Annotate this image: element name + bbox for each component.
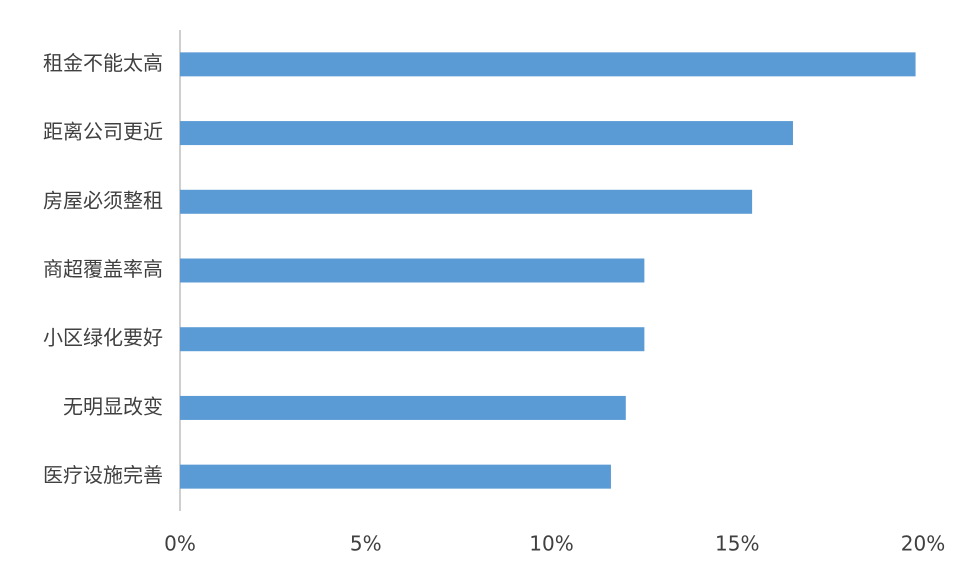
x-tick-label: 0% (164, 532, 196, 556)
y-tick-label: 商超覆盖率高 (43, 257, 163, 281)
x-tick-label: 15% (715, 532, 759, 556)
x-tick-label: 10% (529, 532, 573, 556)
bar (180, 121, 793, 146)
y-tick-label: 租金不能太高 (43, 51, 163, 75)
y-tick-label: 小区绿化要好 (43, 326, 163, 350)
y-tick-label: 无明显改变 (63, 394, 163, 418)
bar (180, 327, 645, 352)
bar (180, 395, 626, 420)
bar (180, 52, 916, 77)
y-tick-label: 房屋必须整租 (43, 188, 163, 212)
x-tick-label: 5% (350, 532, 382, 556)
bar (180, 258, 645, 283)
y-tick-label: 距离公司更近 (43, 120, 163, 144)
bar (180, 189, 753, 214)
bar (180, 464, 611, 489)
x-tick-label: 20% (901, 532, 945, 556)
y-tick-label: 医疗设施完善 (43, 463, 163, 487)
